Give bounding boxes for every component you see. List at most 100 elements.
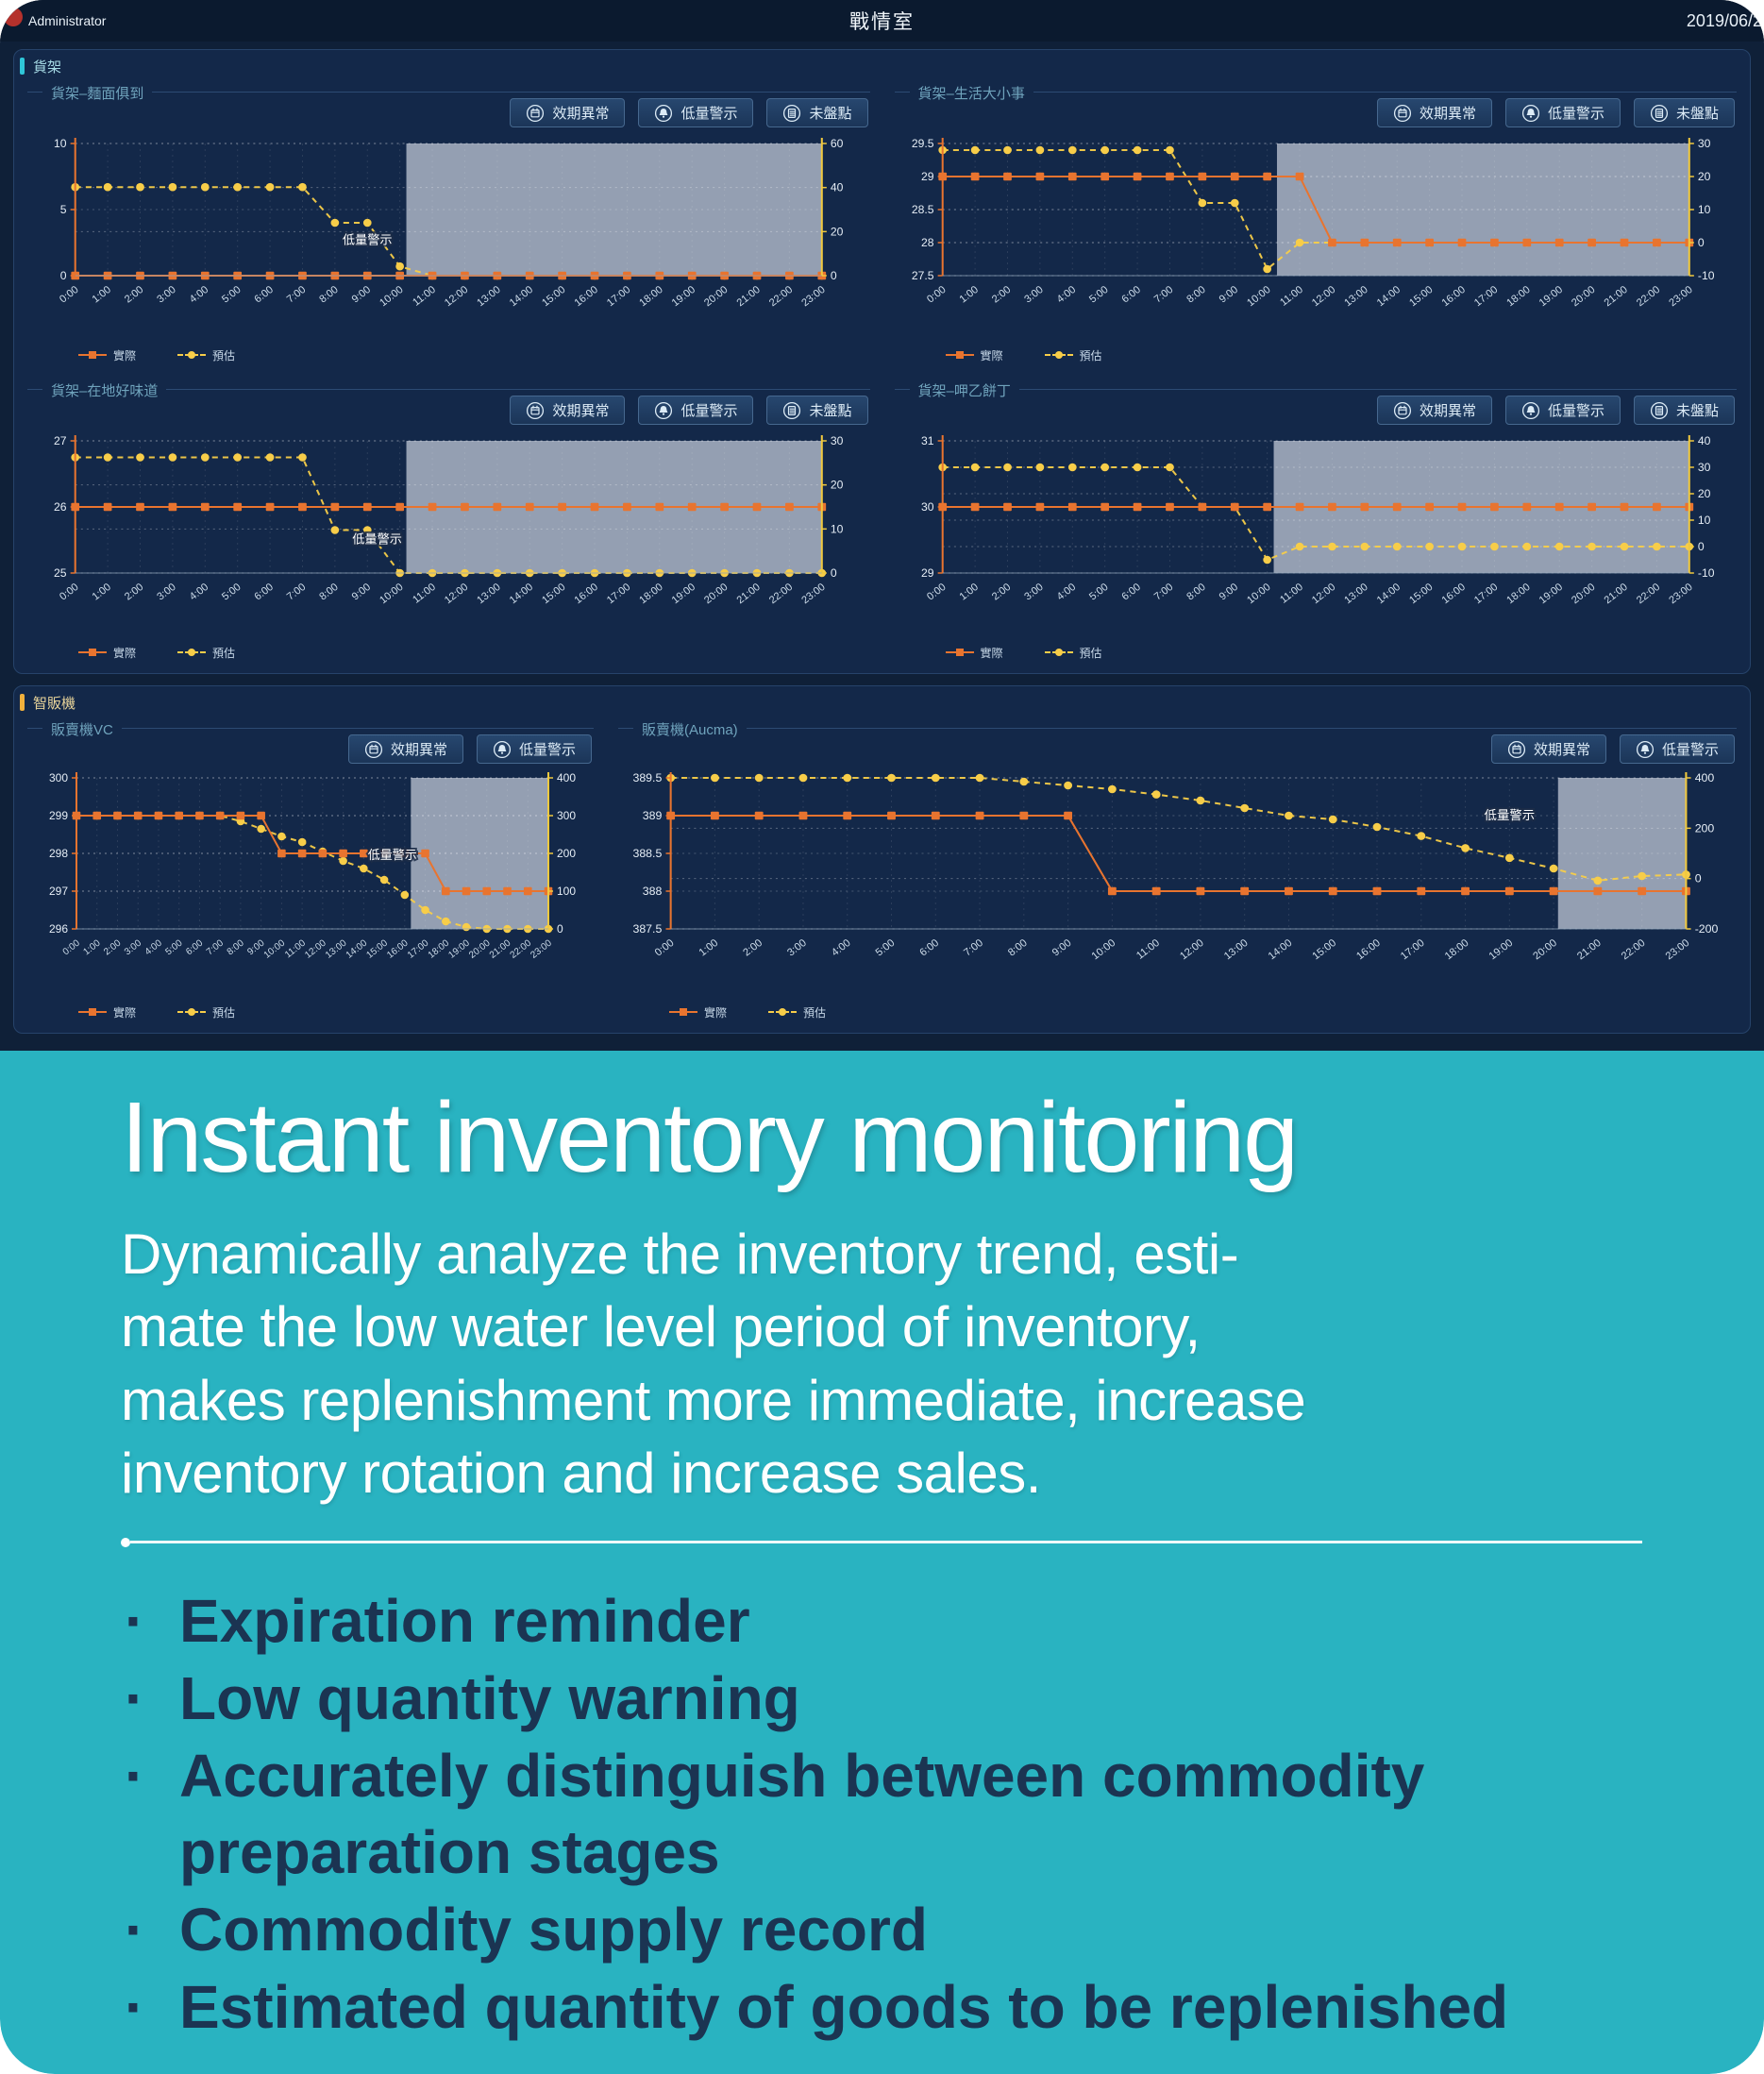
- legend-estimate-marker: [1044, 351, 1073, 359]
- low-button[interactable]: 低量警示: [1619, 734, 1735, 764]
- svg-text:21:00: 21:00: [488, 937, 513, 960]
- low-button[interactable]: 低量警示: [1504, 396, 1621, 425]
- svg-text:17:00: 17:00: [1399, 937, 1427, 962]
- list-item: · Low quantity warning: [121, 1661, 1726, 1738]
- svg-text:388: 388: [643, 885, 663, 898]
- svg-text:0: 0: [1695, 872, 1702, 885]
- svg-text:300: 300: [49, 771, 68, 784]
- svg-text:0:00: 0:00: [58, 582, 81, 603]
- low-icon: [1521, 104, 1540, 122]
- chart-buttons: 效期異常 低量警示: [1490, 734, 1735, 764]
- svg-text:7:00: 7:00: [205, 937, 226, 957]
- low-icon: [655, 401, 673, 419]
- svg-text:10:00: 10:00: [1090, 937, 1118, 962]
- svg-text:299: 299: [49, 809, 68, 822]
- svg-text:10:00: 10:00: [262, 937, 288, 960]
- svg-text:27.5: 27.5: [911, 269, 933, 282]
- svg-text:10: 10: [1697, 514, 1710, 527]
- expiry-button[interactable]: 效期異常: [1376, 98, 1492, 127]
- legend-actual[interactable]: 實際: [78, 347, 136, 363]
- expiry-icon: [1393, 401, 1412, 419]
- uncounted-button[interactable]: 未盤點: [766, 396, 868, 425]
- date-label: 2019/06/2: [1686, 10, 1762, 30]
- low-button[interactable]: 低量警示: [1504, 98, 1621, 127]
- x-axis-labels: 0:00 1:00 2:00 3:00 4:00 5:00 6:00 7:00 8:00 9:00…: [58, 582, 828, 606]
- svg-text:0:00: 0:00: [61, 937, 82, 957]
- gray-forecast-region: [1557, 778, 1687, 929]
- svg-text:9:00: 9:00: [1050, 937, 1074, 958]
- svg-text:23:00: 23:00: [1667, 582, 1694, 606]
- svg-text:10:00: 10:00: [1245, 284, 1272, 309]
- expiry-button[interactable]: 效期異常: [510, 396, 626, 425]
- svg-text:389: 389: [643, 809, 663, 822]
- series-actual: [937, 172, 1693, 247]
- low-icon: [1636, 740, 1655, 758]
- legend-actual[interactable]: 實際: [945, 645, 1003, 661]
- chart-legend: 實際 預估: [895, 641, 1738, 664]
- legend-actual-marker: [669, 1008, 697, 1016]
- button-label: 低量警示: [518, 742, 576, 758]
- legend-actual[interactable]: 實際: [78, 645, 136, 661]
- low-button[interactable]: 低量警示: [638, 396, 754, 425]
- horizontal-grid: [670, 777, 1687, 930]
- low-button[interactable]: 低量警示: [476, 734, 592, 764]
- legend-estimate-marker: [177, 649, 207, 656]
- svg-text:0:00: 0:00: [925, 582, 949, 603]
- feature-slide: Instant inventory monitoring Dynamically…: [0, 1051, 1764, 2074]
- svg-text:20: 20: [831, 225, 844, 238]
- chart-legend: 實際 預估: [27, 1001, 594, 1023]
- svg-text:8:00: 8:00: [317, 284, 341, 306]
- legend-actual-marker: [945, 649, 974, 656]
- svg-text:13:00: 13:00: [475, 582, 502, 606]
- uncounted-button[interactable]: 未盤點: [1633, 98, 1735, 127]
- axes: [669, 772, 1688, 930]
- chart-shelf-3: 貨架–在地好味道 效期異常 低量警示 未盤點 27 26 25 30 20 10 0 0:00 1:…: [27, 380, 870, 664]
- legend-actual[interactable]: 實際: [945, 347, 1003, 363]
- svg-text:9:00: 9:00: [1217, 582, 1240, 603]
- expiry-button[interactable]: 效期異常: [510, 98, 626, 127]
- legend-estimate[interactable]: 預估: [177, 347, 235, 363]
- chart-vending-2: 販賣機(Aucma) 效期異常 低量警示 389.5 389 388.5 388 387.…: [618, 719, 1737, 1023]
- svg-text:7:00: 7:00: [1151, 284, 1175, 306]
- legend-estimate[interactable]: 預估: [177, 1004, 235, 1020]
- svg-text:21:00: 21:00: [735, 582, 763, 606]
- x-axis-labels: 0:00 1:00 2:00 3:00 4:00 5:00 6:00 7:00 8:00 9:00…: [653, 937, 1692, 962]
- legend-label: 實際: [113, 1005, 137, 1020]
- uncounted-button[interactable]: 未盤點: [1633, 396, 1735, 425]
- svg-text:4:00: 4:00: [188, 284, 211, 306]
- svg-text:30: 30: [1697, 461, 1710, 474]
- svg-text:4:00: 4:00: [1054, 582, 1078, 603]
- svg-text:8:00: 8:00: [226, 937, 246, 957]
- low-button[interactable]: 低量警示: [638, 98, 754, 127]
- divider-dot: [121, 1537, 130, 1547]
- chart-legend: 實際 預估: [895, 344, 1738, 366]
- expiry-button[interactable]: 效期異常: [1376, 396, 1492, 425]
- list-item: · Commodity supply record: [121, 1892, 1726, 1969]
- section-accent-bar: [20, 694, 25, 711]
- svg-text:29: 29: [921, 566, 934, 580]
- legend-actual[interactable]: 實際: [669, 1004, 727, 1020]
- svg-text:297: 297: [49, 885, 68, 898]
- svg-text:14:00: 14:00: [1267, 937, 1295, 962]
- expiry-button[interactable]: 效期異常: [1490, 734, 1606, 764]
- legend-estimate[interactable]: 預估: [768, 1004, 826, 1020]
- uncounted-button[interactable]: 未盤點: [766, 98, 868, 127]
- legend-label: 預估: [212, 646, 236, 660]
- svg-text:2:00: 2:00: [123, 284, 146, 306]
- svg-text:15:00: 15:00: [540, 284, 567, 309]
- legend-estimate[interactable]: 預估: [1044, 645, 1102, 661]
- vending-charts-grid: 販賣機VC 效期異常 低量警示 300 299 298 297 296 400 300 200 1…: [27, 715, 1737, 1023]
- expiry-button[interactable]: 效期異常: [347, 734, 463, 764]
- chart-buttons: 效期異常 低量警示 未盤點: [510, 396, 868, 425]
- uncounted-icon: [783, 401, 801, 419]
- chart-title: 貨架–在地好味道: [42, 380, 167, 400]
- legend-actual[interactable]: 實際: [78, 1004, 136, 1020]
- svg-text:1:00: 1:00: [957, 284, 981, 306]
- svg-text:19:00: 19:00: [1537, 284, 1564, 309]
- svg-text:17:00: 17:00: [1471, 284, 1499, 309]
- divider-line: [130, 1541, 1642, 1544]
- legend-label: 實際: [980, 646, 1003, 660]
- legend-estimate[interactable]: 預估: [177, 645, 235, 661]
- svg-text:12:00: 12:00: [1309, 284, 1336, 309]
- legend-estimate[interactable]: 預估: [1044, 347, 1102, 363]
